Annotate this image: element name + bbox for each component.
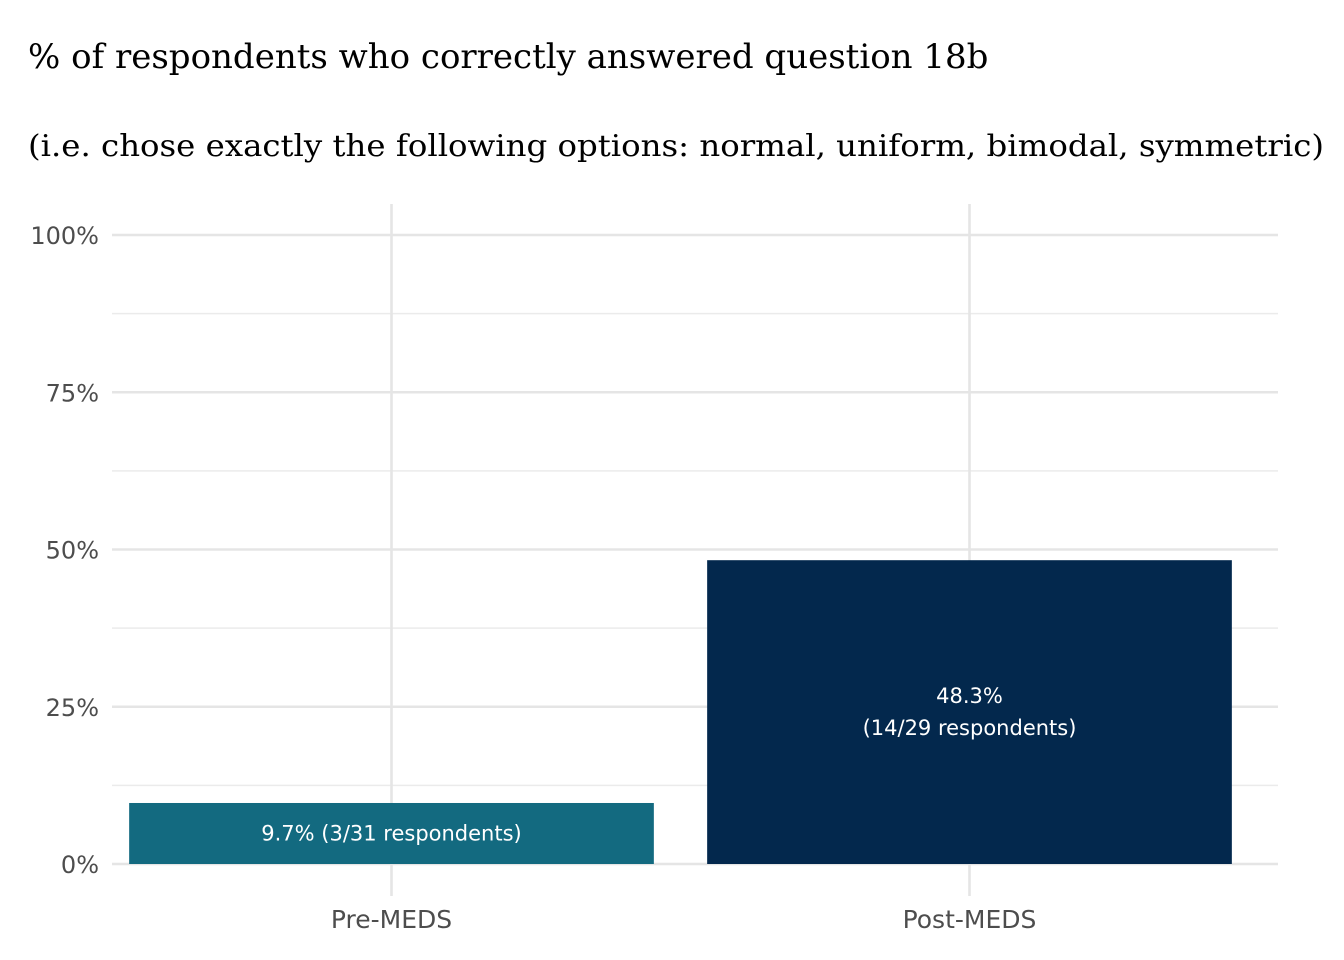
y-tick-label: 50%	[46, 537, 99, 565]
x-tick-label: Pre-MEDS	[331, 905, 452, 934]
y-tick-label: 0%	[61, 851, 99, 879]
y-axis-ticks: 0% 25% 50% 75% 100%	[30, 222, 99, 879]
y-tick-label: 25%	[46, 694, 99, 722]
bar-value-label: (14/29 respondents)	[863, 716, 1077, 740]
chart-title: % of respondents who correctly answered …	[28, 37, 988, 77]
y-tick-label: 100%	[30, 222, 99, 250]
bars: 9.7% (3/31 respondents) 48.3% (14/29 respo…	[129, 560, 1232, 864]
bar-post-meds	[707, 560, 1232, 864]
x-tick-label: Post-MEDS	[903, 905, 1037, 934]
y-tick-label: 75%	[46, 379, 99, 407]
bar-pre-meds	[129, 802, 654, 864]
chart-subtitle: (i.e. chose exactly the following option…	[28, 129, 1324, 163]
bar-value-label: 9.7% (3/31 respondents)	[261, 821, 522, 845]
bar-value-label: 48.3%	[936, 684, 1003, 708]
x-axis-ticks: Pre-MEDS Post-MEDS	[331, 905, 1037, 934]
